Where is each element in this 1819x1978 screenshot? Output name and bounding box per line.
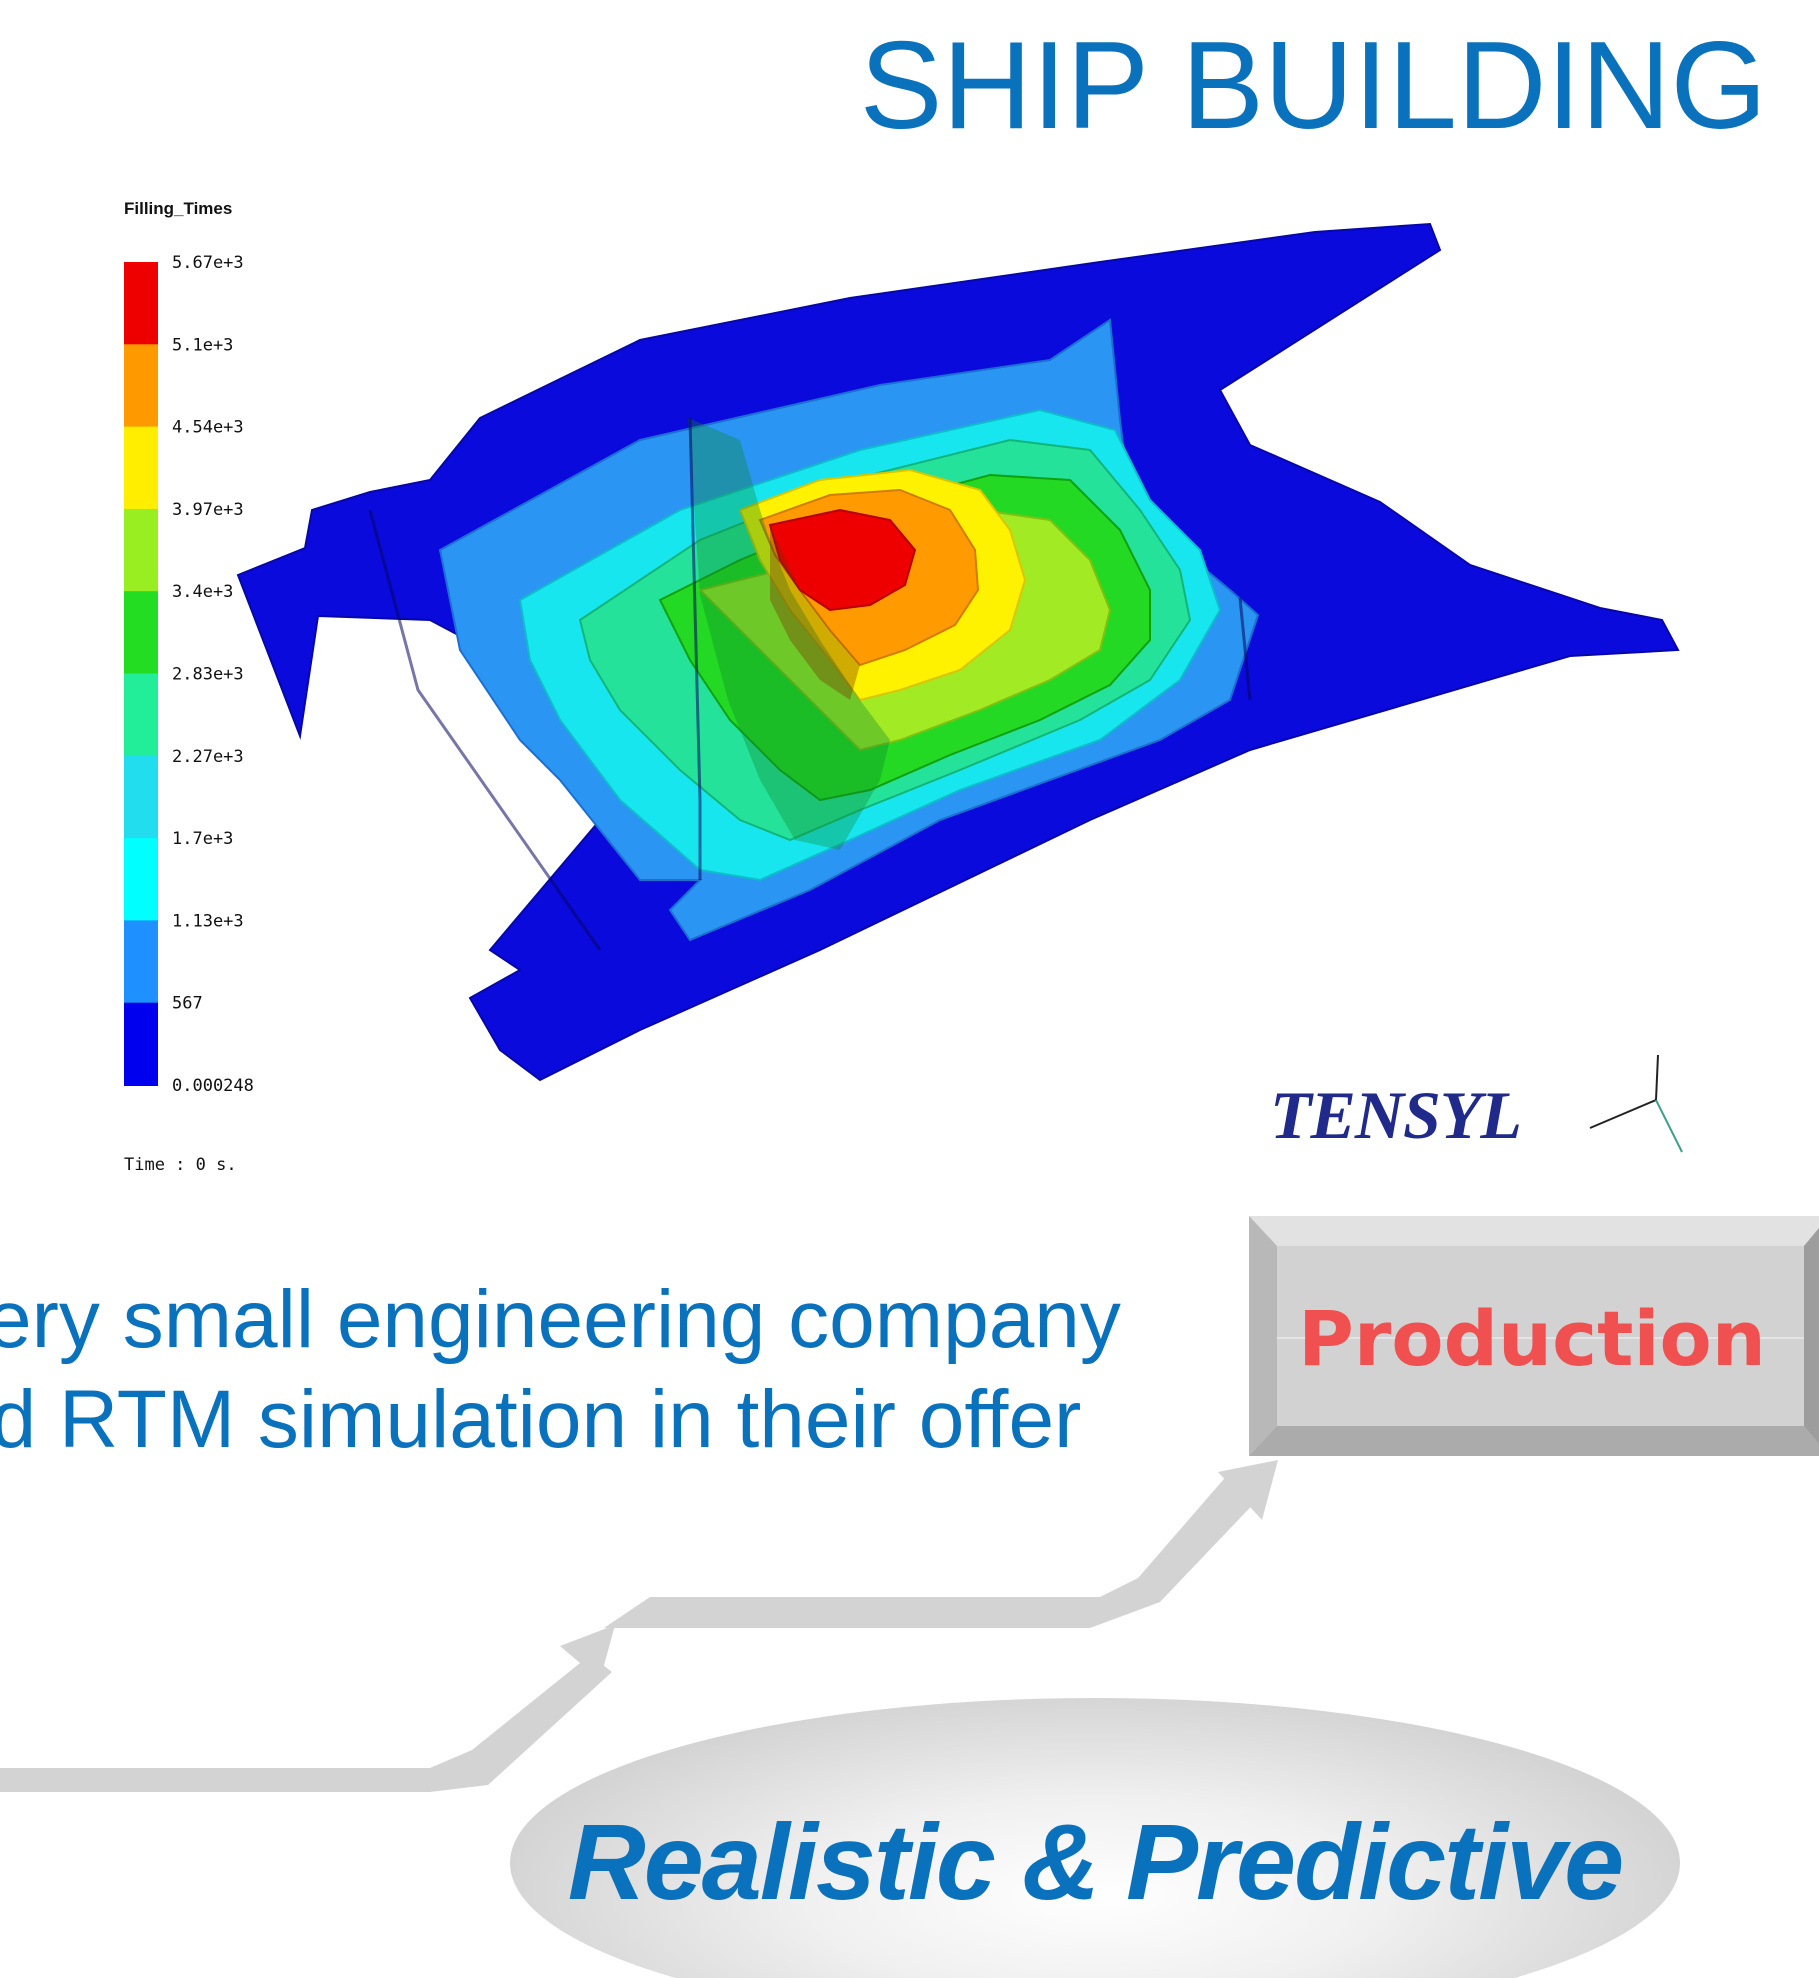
body-line-1: very small engineering company bbox=[0, 1274, 1121, 1365]
production-box: Production bbox=[1249, 1216, 1819, 1456]
time-label: Time : 0 s. bbox=[124, 1155, 237, 1175]
legend-value-label: 2.83e+3 bbox=[172, 665, 244, 685]
legend-value-label: 3.97e+3 bbox=[172, 500, 244, 520]
hull-contour-red bbox=[768, 508, 917, 612]
legend-swatch bbox=[124, 673, 158, 757]
lower-arrow-icon bbox=[560, 1625, 615, 1680]
legend-value-label: 1.7e+3 bbox=[172, 829, 233, 849]
legend-title: Filling_Times bbox=[124, 199, 232, 218]
upper-arrow-icon bbox=[1218, 1460, 1278, 1520]
legend-swatch bbox=[124, 920, 158, 1004]
simulation-svg: Filling_Times 5.67e+3 5.1e+3 4.54e+3 3.97e+… bbox=[124, 199, 1683, 1175]
legend-swatch bbox=[124, 755, 158, 840]
legend-value-label: 1.13e+3 bbox=[172, 911, 244, 931]
legend-value-label: 2.27e+3 bbox=[172, 747, 244, 767]
legend-swatch bbox=[124, 344, 158, 428]
production-bevel bbox=[1249, 1216, 1819, 1456]
legend-value-label: 5.1e+3 bbox=[172, 335, 233, 355]
hull-bulkhead-face bbox=[688, 418, 890, 850]
legend-swatch bbox=[124, 508, 158, 593]
axis-triad-icon bbox=[1589, 1054, 1683, 1153]
upper-step bbox=[604, 1472, 1262, 1628]
body-line-2: ed RTM simulation in their offer bbox=[0, 1374, 1082, 1465]
legend-value-label: 3.4e+3 bbox=[172, 582, 233, 602]
hull-edge-lines bbox=[368, 417, 1252, 951]
legend-swatch bbox=[124, 426, 158, 510]
tagline-oval: Realistic & Predictive bbox=[510, 1698, 1680, 1978]
tensyl-logo: TENSYL bbox=[1270, 1077, 1521, 1153]
legend-value-label: 5.67e+3 bbox=[172, 253, 244, 273]
legend-value-label: 567 bbox=[172, 994, 203, 1014]
legend-swatch bbox=[124, 262, 158, 346]
staircase-arrows bbox=[0, 1460, 1278, 1792]
slide-title: SHIP BUILDING bbox=[859, 17, 1767, 155]
legend-labels: 5.67e+3 5.1e+3 4.54e+3 3.97e+3 3.4e+3 2.83e+3… bbox=[172, 253, 254, 1096]
tagline-label: Realistic & Predictive bbox=[567, 1801, 1625, 1922]
legend-bars bbox=[124, 262, 158, 1086]
lower-step bbox=[0, 1655, 612, 1792]
hull-part bbox=[236, 222, 1680, 1082]
legend-value-label: 0.000248 bbox=[172, 1076, 254, 1096]
simulation-figure: Filling_Times 5.67e+3 5.1e+3 4.54e+3 3.97e+… bbox=[0, 180, 1819, 1200]
production-label: Production bbox=[1298, 1294, 1766, 1383]
legend-swatch bbox=[124, 1002, 158, 1086]
hull-bulkhead-shade bbox=[770, 525, 860, 700]
body-text: very small engineering company ed RTM si… bbox=[0, 1270, 1195, 1470]
legend-swatch bbox=[124, 838, 158, 922]
legend-value-label: 4.54e+3 bbox=[172, 418, 244, 438]
legend-swatch bbox=[124, 591, 158, 675]
